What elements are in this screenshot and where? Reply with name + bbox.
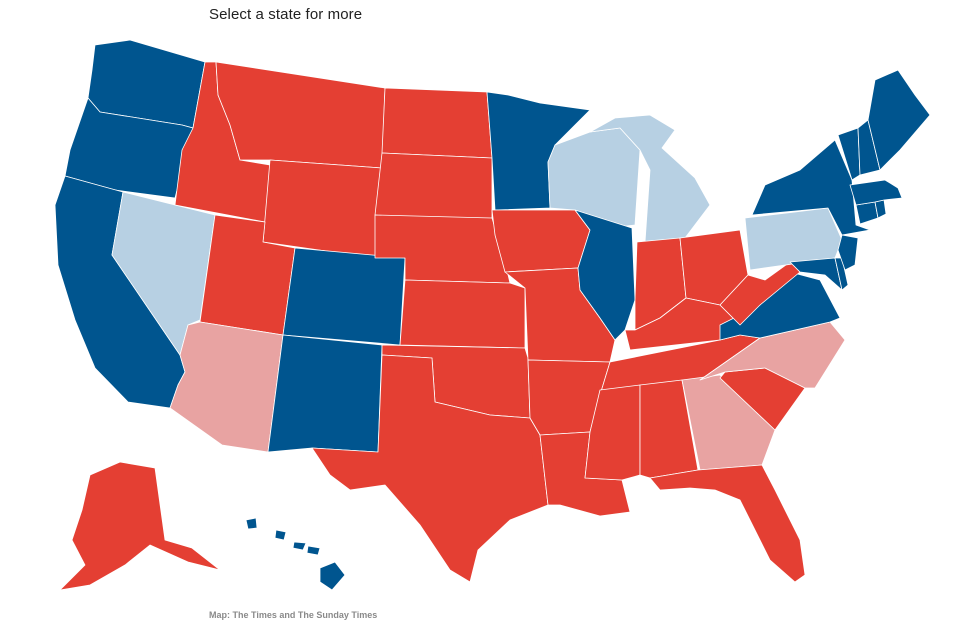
- state-ak[interactable]: [59, 461, 221, 591]
- state-ct[interactable]: [855, 201, 879, 225]
- state-mi[interactable]: [589, 114, 711, 243]
- state-co[interactable]: [282, 247, 406, 346]
- state-or[interactable]: [64, 97, 194, 199]
- state-il[interactable]: [574, 209, 636, 341]
- state-fl[interactable]: [649, 464, 806, 583]
- state-md[interactable]: [789, 257, 843, 291]
- state-wi[interactable]: [547, 127, 641, 231]
- state-ny[interactable]: [751, 139, 871, 236]
- state-ks[interactable]: [399, 279, 526, 349]
- state-ia[interactable]: [491, 209, 591, 273]
- state-wy[interactable]: [262, 159, 383, 259]
- state-mt[interactable]: [215, 61, 386, 169]
- state-nj[interactable]: [837, 234, 859, 271]
- state-nd[interactable]: [381, 87, 493, 159]
- state-nm[interactable]: [267, 334, 383, 453]
- state-me[interactable]: [867, 69, 931, 171]
- state-tx[interactable]: [311, 354, 549, 583]
- states-group: [54, 39, 931, 591]
- state-hi[interactable]: [245, 517, 346, 591]
- map-instruction-text: Select a state for more: [209, 6, 363, 23]
- map-credit: Map: The Times and The Sunday Times: [209, 610, 378, 620]
- state-de[interactable]: [834, 257, 849, 291]
- state-az[interactable]: [169, 321, 284, 453]
- state-ma[interactable]: [849, 179, 903, 206]
